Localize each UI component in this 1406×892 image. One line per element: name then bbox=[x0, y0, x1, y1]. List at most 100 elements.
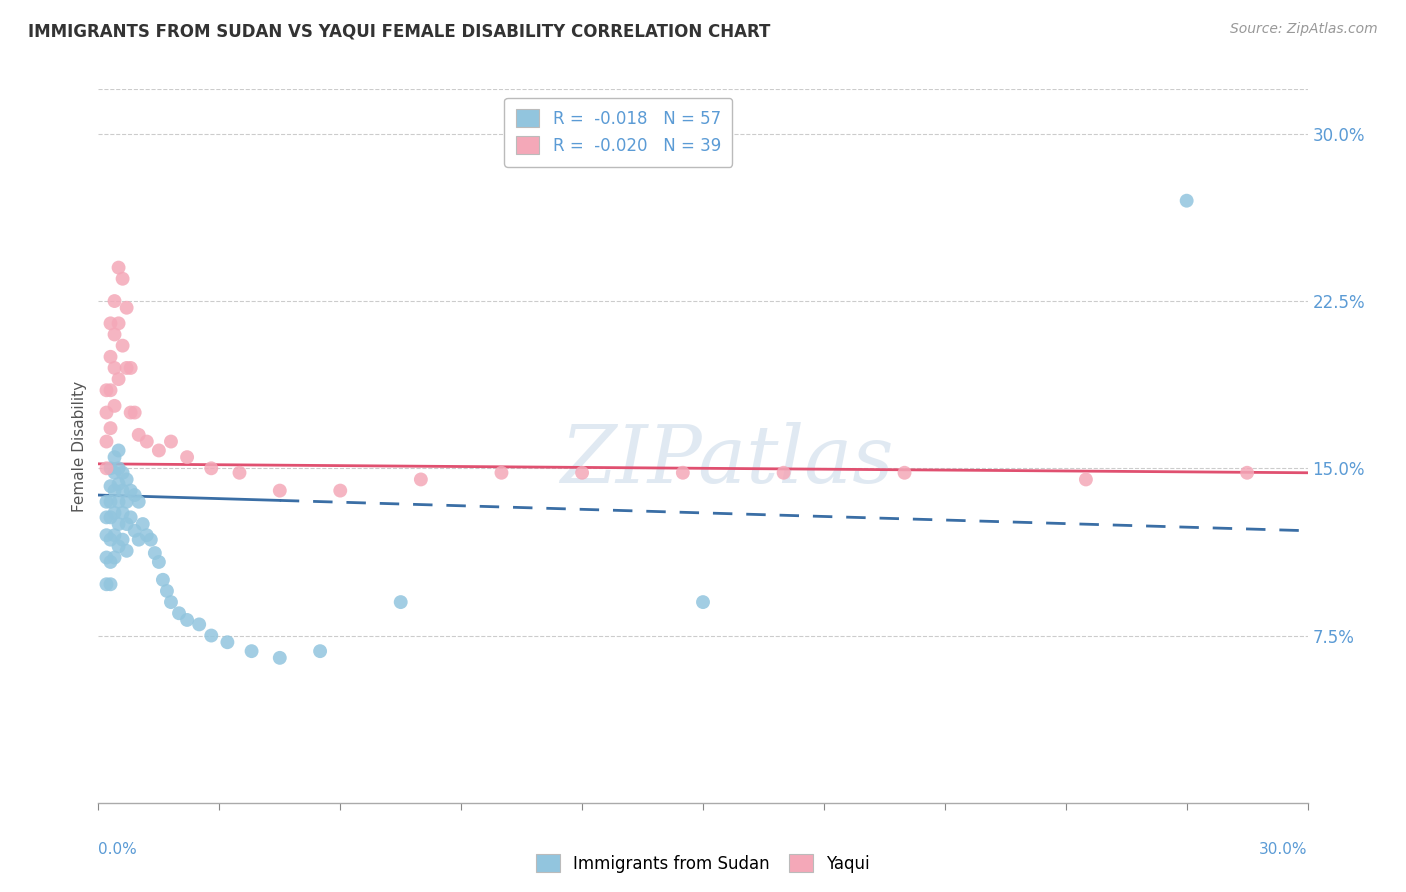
Point bbox=[111, 483, 134, 498]
Point bbox=[176, 450, 198, 464]
Point bbox=[100, 350, 122, 364]
Point bbox=[176, 613, 198, 627]
Point bbox=[692, 595, 714, 609]
Point bbox=[100, 461, 122, 475]
Point bbox=[1175, 194, 1198, 208]
Point bbox=[111, 466, 134, 480]
Point bbox=[107, 539, 129, 553]
Point bbox=[160, 434, 183, 449]
Point bbox=[103, 399, 125, 413]
Point bbox=[1236, 466, 1258, 480]
Point bbox=[107, 516, 129, 531]
Text: 30.0%: 30.0% bbox=[1260, 842, 1308, 857]
Y-axis label: Female Disability: Female Disability bbox=[72, 380, 87, 512]
Point bbox=[111, 271, 134, 285]
Point bbox=[269, 651, 291, 665]
Point bbox=[124, 488, 146, 502]
Point bbox=[120, 483, 142, 498]
Point bbox=[124, 405, 146, 419]
Point bbox=[111, 506, 134, 520]
Point bbox=[107, 372, 129, 386]
Point bbox=[772, 466, 794, 480]
Point bbox=[115, 473, 138, 487]
Legend: R =  -0.018   N = 57, R =  -0.020   N = 39: R = -0.018 N = 57, R = -0.020 N = 39 bbox=[505, 97, 733, 167]
Point bbox=[309, 644, 332, 658]
Point bbox=[128, 494, 150, 508]
Point bbox=[111, 338, 134, 352]
Point bbox=[96, 384, 118, 398]
Point bbox=[156, 583, 179, 598]
Point bbox=[100, 316, 122, 330]
Point bbox=[1074, 473, 1097, 487]
Point bbox=[124, 524, 146, 538]
Point bbox=[148, 555, 170, 569]
Point bbox=[143, 546, 166, 560]
Text: 0.0%: 0.0% bbox=[98, 842, 138, 857]
Point bbox=[107, 316, 129, 330]
Point bbox=[107, 260, 129, 275]
Legend: Immigrants from Sudan, Yaqui: Immigrants from Sudan, Yaqui bbox=[530, 847, 876, 880]
Point bbox=[409, 473, 432, 487]
Point bbox=[100, 533, 122, 547]
Point bbox=[107, 461, 129, 475]
Point bbox=[103, 293, 125, 308]
Point bbox=[120, 405, 142, 419]
Point bbox=[329, 483, 352, 498]
Point bbox=[115, 516, 138, 531]
Point bbox=[120, 510, 142, 524]
Point bbox=[893, 466, 915, 480]
Point bbox=[148, 443, 170, 458]
Point bbox=[103, 483, 125, 498]
Point bbox=[111, 533, 134, 547]
Point bbox=[167, 607, 190, 621]
Point bbox=[100, 494, 122, 508]
Point bbox=[240, 644, 263, 658]
Point bbox=[103, 466, 125, 480]
Point bbox=[100, 384, 122, 398]
Point bbox=[96, 577, 118, 591]
Point bbox=[115, 360, 138, 375]
Point bbox=[160, 595, 183, 609]
Point bbox=[96, 461, 118, 475]
Point bbox=[103, 528, 125, 542]
Point bbox=[228, 466, 250, 480]
Point bbox=[100, 577, 122, 591]
Text: Source: ZipAtlas.com: Source: ZipAtlas.com bbox=[1230, 22, 1378, 37]
Point bbox=[96, 405, 118, 419]
Point bbox=[103, 450, 125, 464]
Point bbox=[96, 494, 118, 508]
Text: ZIPatlas: ZIPatlas bbox=[561, 422, 894, 499]
Point bbox=[115, 494, 138, 508]
Point bbox=[107, 494, 129, 508]
Point bbox=[96, 528, 118, 542]
Point bbox=[188, 617, 211, 632]
Point bbox=[120, 360, 142, 375]
Point bbox=[132, 516, 155, 531]
Point bbox=[115, 301, 138, 315]
Point bbox=[571, 466, 593, 480]
Point bbox=[103, 550, 125, 565]
Point bbox=[135, 434, 157, 449]
Point bbox=[107, 443, 129, 458]
Point bbox=[128, 427, 150, 442]
Point bbox=[100, 555, 122, 569]
Point bbox=[100, 479, 122, 493]
Point bbox=[103, 360, 125, 375]
Point bbox=[672, 466, 695, 480]
Text: IMMIGRANTS FROM SUDAN VS YAQUI FEMALE DISABILITY CORRELATION CHART: IMMIGRANTS FROM SUDAN VS YAQUI FEMALE DI… bbox=[28, 22, 770, 40]
Point bbox=[96, 510, 118, 524]
Point bbox=[217, 635, 239, 649]
Point bbox=[96, 434, 118, 449]
Point bbox=[115, 543, 138, 558]
Point bbox=[200, 461, 222, 475]
Point bbox=[200, 628, 222, 642]
Point bbox=[152, 573, 174, 587]
Point bbox=[103, 506, 125, 520]
Point bbox=[107, 476, 129, 491]
Point bbox=[103, 327, 125, 342]
Point bbox=[100, 510, 122, 524]
Point bbox=[96, 550, 118, 565]
Point bbox=[389, 595, 412, 609]
Point bbox=[269, 483, 291, 498]
Point bbox=[100, 421, 122, 435]
